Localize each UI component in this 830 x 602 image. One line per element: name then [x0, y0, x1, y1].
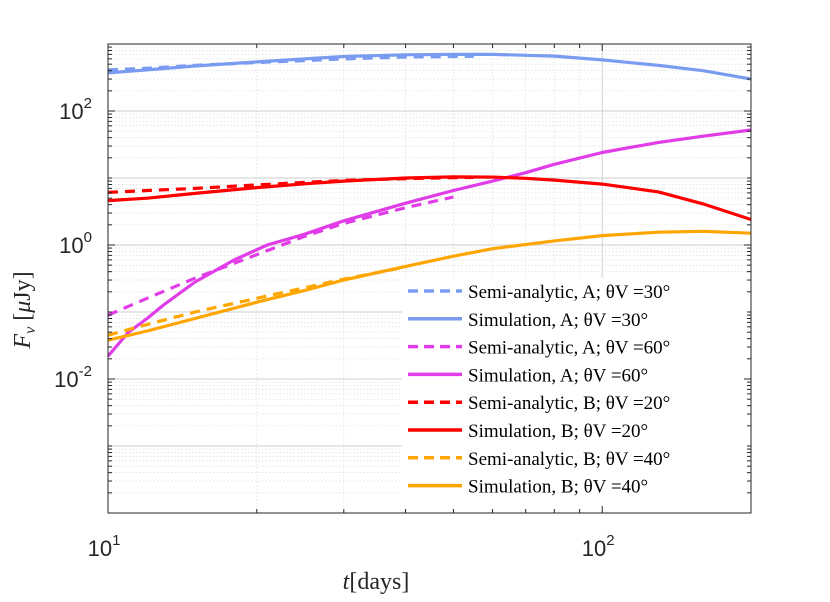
series-line-4 — [108, 128, 751, 358]
legend-label: Semi-analytic, B; θV =40° — [468, 449, 670, 470]
series-line-6 — [108, 175, 751, 222]
plot-area-border — [107, 43, 752, 514]
legend-label: Simulation, A; θV =30° — [468, 310, 648, 331]
y-axis-label: Fν [μJy] — [10, 271, 39, 349]
legend-label: Semi-analytic, B; θV =20° — [468, 393, 670, 414]
y-tick-label: 102 — [59, 95, 92, 124]
axis-ticks: 101 102 10-2 100 102 — [54, 43, 752, 561]
legend-label: Simulation, B; θV =40° — [468, 477, 648, 498]
legend-label: Semi-analytic, A; θV =30° — [468, 282, 670, 303]
series-line-3 — [108, 195, 454, 317]
series-lines — [108, 52, 751, 358]
legend-label: Semi-analytic, A; θV =60° — [468, 338, 670, 359]
y-tick-label: 100 — [59, 229, 92, 258]
x-tick-label: 101 — [88, 532, 121, 561]
legend-label: Simulation, A; θV =60° — [468, 365, 648, 386]
legend-label: Simulation, B; θV =20° — [468, 421, 648, 442]
series-line-8 — [108, 229, 751, 342]
legend: Semi-analytic, A; θV =30° Simulation, A; … — [402, 278, 750, 511]
series-line-2 — [108, 52, 751, 81]
legend-box — [402, 278, 750, 511]
x-axis-label: t[days] — [343, 569, 410, 595]
x-tick-label: 102 — [582, 532, 615, 561]
y-tick-label: 10-2 — [54, 363, 92, 392]
